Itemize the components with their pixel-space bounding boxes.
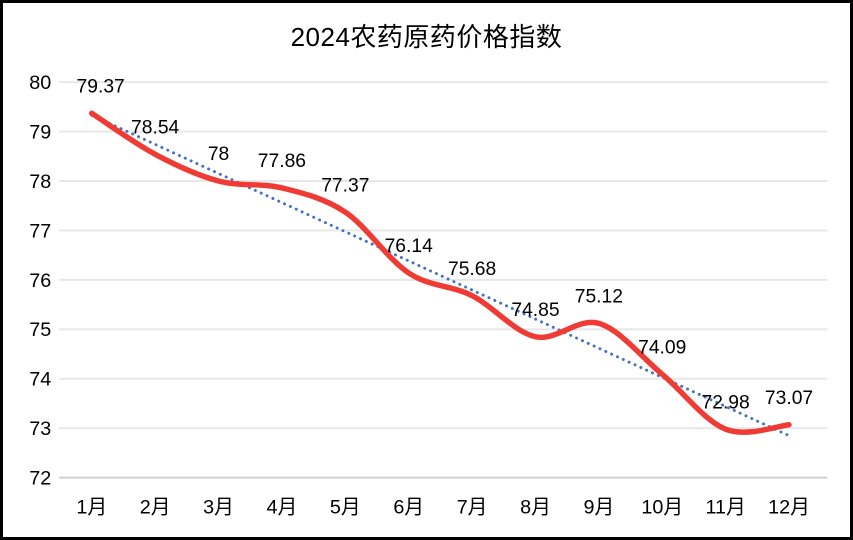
data-label: 78.54 bbox=[131, 118, 179, 139]
y-tick-label: 75 bbox=[29, 319, 51, 341]
data-label: 78 bbox=[208, 144, 229, 165]
x-tick-label: 2月 bbox=[140, 496, 171, 518]
data-label: 72.98 bbox=[702, 392, 750, 413]
trendline-dotted bbox=[90, 113, 791, 438]
x-tick-label: 12月 bbox=[768, 496, 810, 518]
x-tick-label: 10月 bbox=[641, 496, 683, 518]
x-tick-label: 6月 bbox=[393, 496, 424, 518]
data-label: 74.09 bbox=[638, 338, 686, 359]
y-tick-label: 73 bbox=[29, 418, 51, 440]
y-tick-label: 74 bbox=[29, 369, 51, 391]
data-label: 73.07 bbox=[765, 388, 813, 409]
price-index-series-line bbox=[89, 110, 792, 435]
x-tick-label: 3月 bbox=[203, 496, 234, 518]
y-tick-label: 77 bbox=[29, 220, 51, 242]
data-label: 75.68 bbox=[448, 259, 496, 280]
x-tick-label: 9月 bbox=[583, 496, 614, 518]
y-tick-label: 80 bbox=[29, 72, 51, 94]
x-tick-label: 7月 bbox=[457, 496, 488, 518]
y-tick-label: 78 bbox=[29, 171, 51, 193]
chart-title: 2024农药原药价格指数 bbox=[290, 22, 563, 52]
data-label: 79.37 bbox=[77, 76, 125, 97]
y-tick-label: 76 bbox=[29, 270, 51, 292]
y-tick-label: 72 bbox=[29, 468, 51, 490]
y-tick-label: 79 bbox=[29, 121, 51, 143]
x-tick-label: 5月 bbox=[330, 496, 361, 518]
x-tick-label: 4月 bbox=[267, 496, 298, 518]
chart-canvas: 80 79 78 77 76 75 74 73 72 1月 2月 3月 4月 5月 6月 7月 8月 9月 10月 1… bbox=[29, 72, 828, 518]
x-tick-label: 8月 bbox=[520, 496, 551, 518]
data-label: 77.86 bbox=[258, 151, 306, 172]
data-label: 74.85 bbox=[511, 300, 559, 321]
data-label: 76.14 bbox=[385, 236, 433, 257]
data-label: 75.12 bbox=[575, 287, 623, 308]
x-tick-label: 11月 bbox=[705, 496, 745, 518]
data-label: 77.37 bbox=[321, 175, 369, 196]
x-tick-label: 1月 bbox=[76, 496, 107, 518]
